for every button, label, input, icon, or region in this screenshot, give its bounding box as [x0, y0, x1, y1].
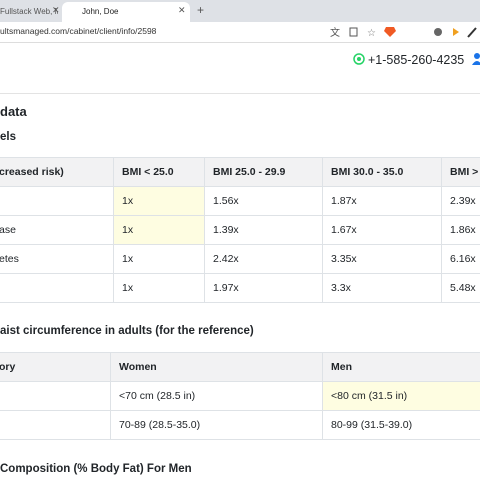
- table-cell: 1x: [113, 186, 205, 216]
- table-cell: 70-89 (28.5-35.0): [110, 410, 323, 440]
- header-row: ory Women Men: [0, 352, 480, 382]
- column-header: BMI 25.0 - 29.9: [204, 157, 323, 187]
- column-header: BMI < 25.0: [113, 157, 205, 187]
- table-cell: 2.39x: [441, 186, 480, 216]
- table-cell: 6.16x: [441, 244, 480, 274]
- table-cell: [0, 410, 111, 440]
- tab[interactable]: Fullstack Web, Mo: [0, 7, 58, 16]
- table-cell: 1.87x: [322, 186, 442, 216]
- column-header: ory: [0, 352, 111, 382]
- table-cell: 1x: [113, 244, 205, 274]
- table-cell: 1.86x: [441, 215, 480, 245]
- column-header: creased risk): [0, 157, 114, 187]
- svg-text:文: 文: [330, 26, 340, 38]
- table-cell: 2.42x: [204, 244, 323, 274]
- table-wrap: ory Women Men <70 cm (28.5 in) <80 cm (31.5 …: [0, 352, 480, 440]
- table-cell: 1x: [113, 273, 205, 303]
- whatsapp-icon: [353, 53, 365, 65]
- section-title: Composition (% Body Fat) For Men: [0, 463, 192, 475]
- url[interactable]: ultsmanaged.com/cabinet/client/info/2598: [0, 26, 157, 36]
- table-row: etes 1x 2.42x 3.35x 6.16x: [0, 244, 480, 274]
- waist-table: ory Women Men <70 cm (28.5 in) <80 cm (31.5 …: [0, 352, 480, 440]
- table-row: 1x 1.56x 1.87x 2.39x: [0, 186, 480, 216]
- header-row: creased risk) BMI < 25.0 BMI 25.0 - 29.9 BM…: [0, 157, 480, 187]
- user-icon[interactable]: [472, 53, 480, 65]
- column-header: Women: [110, 352, 323, 382]
- table-row: 1x 1.97x 3.3x 5.48x: [0, 273, 480, 303]
- table-cell: [0, 273, 114, 303]
- tab[interactable]: John, Doe: [62, 2, 190, 22]
- column-header: BMI >: [441, 157, 480, 187]
- toolbar-icons: 文 ☆: [330, 26, 477, 38]
- table-cell: 3.35x: [322, 244, 442, 274]
- new-tab[interactable]: +: [197, 3, 205, 17]
- table-cell: 1.67x: [322, 215, 442, 245]
- table-cell: 3.3x: [322, 273, 442, 303]
- table-cell: [0, 186, 114, 216]
- table-row: 70-89 (28.5-35.0) 80-99 (31.5-39.0): [0, 410, 480, 440]
- table-cell: 1.39x: [204, 215, 323, 245]
- section-title: els: [0, 131, 16, 143]
- svg-text:☆: ☆: [367, 28, 376, 38]
- page-title: data: [0, 104, 27, 119]
- close-tab[interactable]: ✕: [52, 5, 60, 15]
- table-row: <70 cm (28.5 in) <80 cm (31.5 in): [0, 381, 480, 411]
- close-tab[interactable]: ✕: [178, 5, 186, 15]
- table-cell: [0, 381, 111, 411]
- table-cell: 80-99 (31.5-39.0): [322, 410, 480, 440]
- section-title: aist circumference in adults (for the re…: [0, 325, 254, 337]
- address-bar: ultsmanaged.com/cabinet/client/info/2598…: [0, 22, 480, 43]
- table-cell: 1.97x: [204, 273, 323, 303]
- column-header: BMI 30.0 - 35.0: [322, 157, 442, 187]
- column-header: Men: [322, 352, 480, 382]
- bmi-table: creased risk) BMI < 25.0 BMI 25.0 - 29.9 BM…: [0, 157, 480, 303]
- table-cell: 1x: [113, 215, 205, 245]
- table-wrap: creased risk) BMI < 25.0 BMI 25.0 - 29.9 BM…: [0, 157, 480, 303]
- table-cell: ase: [0, 215, 114, 245]
- table-row: ase 1x 1.39x 1.67x 1.86x: [0, 215, 480, 245]
- table-cell: 1.56x: [204, 186, 323, 216]
- table-cell: 5.48x: [441, 273, 480, 303]
- table-cell: <70 cm (28.5 in): [110, 381, 323, 411]
- table-cell: <80 cm (31.5 in): [322, 381, 480, 411]
- phone[interactable]: +1-585-260-4235: [368, 53, 465, 67]
- site-header: +1-585-260-4235: [0, 43, 480, 94]
- table-cell: etes: [0, 244, 114, 274]
- tab-bar: Fullstack Web, Mo ✕ John, Doe ✕ +: [0, 0, 480, 22]
